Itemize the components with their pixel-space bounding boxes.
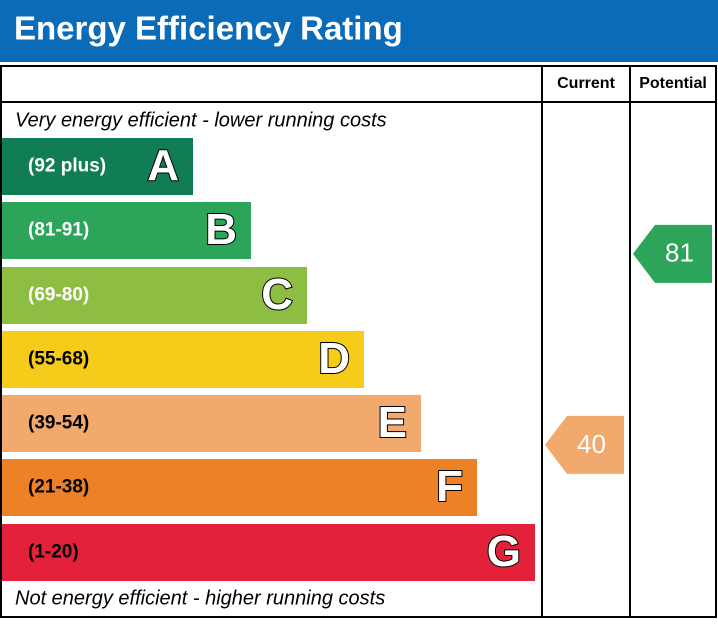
band-bar xyxy=(2,459,477,516)
title: Energy Efficiency Rating xyxy=(14,10,403,47)
band-letter: C xyxy=(261,270,293,319)
band-bar xyxy=(2,202,251,259)
column-header: Potential xyxy=(639,75,707,92)
band-range: (1-20) xyxy=(28,542,79,563)
band-range: (39-54) xyxy=(28,413,89,434)
frame xyxy=(0,65,717,618)
bottom-note: Not energy efficient - higher running co… xyxy=(15,587,385,609)
band-bar xyxy=(2,524,535,581)
band-bar xyxy=(2,395,421,452)
band-letter: F xyxy=(436,462,463,511)
band-letter: E xyxy=(378,398,407,447)
rating-value: 40 xyxy=(577,429,606,459)
rating-value: 81 xyxy=(665,238,694,268)
band-letter: A xyxy=(147,141,179,190)
column-header: Current xyxy=(557,75,615,92)
band-range: (69-80) xyxy=(28,285,89,306)
band-letter: G xyxy=(487,527,521,576)
rating-arrow xyxy=(545,415,624,474)
band-letter: D xyxy=(318,334,350,383)
band-range: (55-68) xyxy=(28,349,89,370)
band-bar xyxy=(2,267,307,324)
band-bar xyxy=(2,138,193,195)
band-range: (21-38) xyxy=(28,477,89,498)
band-range: (92 plus) xyxy=(28,156,106,177)
title-bar xyxy=(0,0,718,62)
top-note: Very energy efficient - lower running co… xyxy=(15,109,387,131)
band-bar xyxy=(2,331,364,388)
band-range: (81-91) xyxy=(28,220,89,241)
rating-arrow xyxy=(633,224,712,283)
band-letter: B xyxy=(205,205,237,254)
